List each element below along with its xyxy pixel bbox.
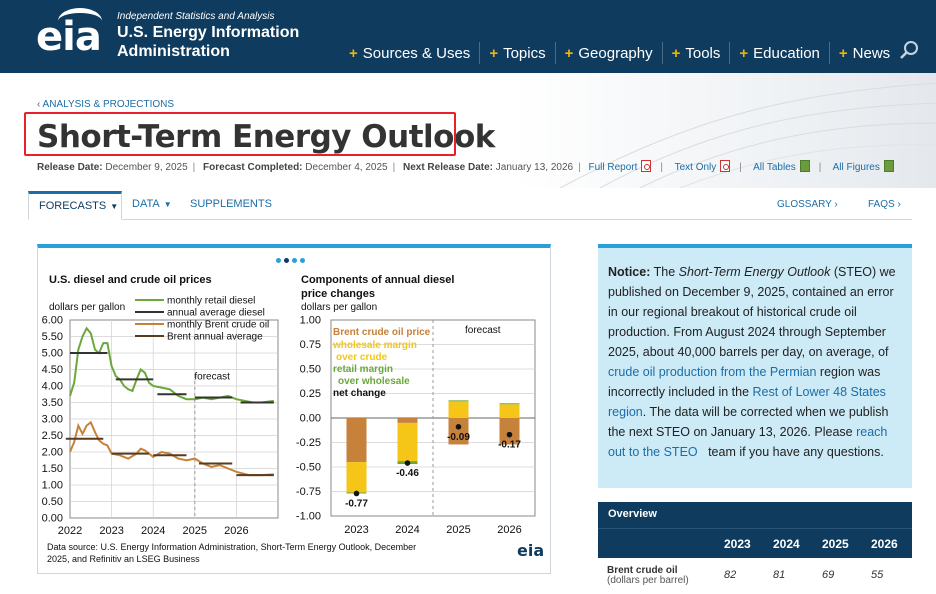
full-report-link[interactable]: Full Report [588, 160, 652, 173]
page-title: Short-Term Energy Outlook [37, 119, 495, 155]
all-tables-link[interactable]: All Tables [753, 160, 810, 173]
carousel-dot[interactable] [300, 258, 305, 263]
section-tabs: FORECASTS ▼ DATA ▼ SUPPLEMENTS [28, 191, 912, 220]
nav-news[interactable]: + News [828, 42, 899, 64]
chart-source: Data source: U.S. Energy Information Adm… [47, 541, 492, 565]
year-header: 2025 [822, 537, 849, 551]
contact-steo-link[interactable]: reach out to the STEO [608, 425, 888, 459]
faqs-link[interactable]: FAQS › [868, 199, 901, 210]
release-date-label: Release Date: [37, 162, 103, 173]
overview-title: Overview [598, 502, 912, 528]
nav-geography[interactable]: + Geography [554, 42, 662, 64]
carousel-dots[interactable] [276, 256, 308, 265]
year-header: 2023 [724, 537, 751, 551]
nav-sources-uses[interactable]: + Sources & Uses [349, 44, 471, 62]
caret-down-icon: ▼ [110, 202, 119, 211]
nav-topics[interactable]: + Topics [479, 42, 554, 64]
chart1-title: U.S. diesel and crude oil prices [49, 274, 212, 286]
org-name[interactable]: U.S. Energy Information Administration [117, 23, 327, 61]
carousel-dot-active[interactable] [284, 258, 289, 263]
next-release-label: Next Release Date: [402, 162, 494, 173]
org-name-line1: U.S. Energy Information [117, 24, 300, 41]
highlight-box [24, 112, 456, 156]
chart-source-line2: 2025, and Refinitiv an LSEG Business [47, 554, 200, 564]
notice-text-5: team if you have any questions. [708, 445, 884, 459]
chart-source-line1: Data source: U.S. Energy Information Adm… [47, 542, 417, 552]
table-row: Brent crude oil (dollars per barrel) 82 … [598, 558, 912, 594]
chart2-title-line2: price changes [301, 288, 375, 300]
cell-value: 55 [871, 569, 884, 581]
site-header: eia Independent Statistics and Analysis … [0, 0, 936, 73]
spreadsheet-icon [883, 160, 894, 172]
overview-table: Overview 2023 2024 2025 2026 Brent crude… [598, 502, 912, 594]
spreadsheet-icon [799, 160, 810, 172]
forecast-completed-date: December 4, 2025 [305, 162, 388, 173]
plus-icon: + [838, 44, 848, 62]
notice-text-3: region was incorrectly included in the [608, 365, 881, 399]
search-icon[interactable] [899, 40, 919, 60]
notice-label: Notice: [608, 265, 651, 279]
release-info: Release Date: December 9, 2025 | Forecast… [37, 160, 894, 173]
caret-down-icon: ▼ [163, 200, 172, 209]
pdf-icon [641, 160, 652, 172]
permian-link[interactable]: crude oil production from the Permian [608, 365, 817, 379]
chart-panel [37, 244, 551, 574]
tab-supplements[interactable]: SUPPLEMENTS [190, 198, 272, 210]
tab-forecasts[interactable]: FORECASTS ▼ [28, 191, 122, 220]
org-name-line2: Administration [117, 43, 230, 60]
notice-text-2: (STEO) we published on December 9, 2025,… [608, 265, 896, 359]
eia-logo[interactable]: eia [36, 14, 102, 60]
chart2-title-line1: Components of annual diesel [301, 274, 455, 286]
forecast-completed-label: Forecast Completed: [203, 162, 303, 173]
carousel-dot[interactable] [276, 258, 281, 263]
carousel-dot[interactable] [292, 258, 297, 263]
notice-box: Notice: The Short-Term Energy Outlook (S… [598, 244, 912, 488]
cell-value: 81 [773, 569, 786, 581]
release-date: December 9, 2025 [105, 162, 188, 173]
overview-header-row: 2023 2024 2025 2026 [598, 528, 912, 558]
page-banner [0, 73, 936, 188]
chart-eia-logo: eia [517, 541, 545, 560]
row-sub-label: (dollars per barrel) [607, 575, 689, 586]
text-only-link[interactable]: Text Only [675, 160, 731, 173]
pdf-icon [720, 160, 731, 172]
notice-steo-title: Short-Term Energy Outlook [678, 265, 831, 279]
rest-of-lower-48-link[interactable]: Rest of Lower 48 States region [608, 385, 886, 419]
breadcrumb[interactable]: ‹ ANALYSIS & PROJECTIONS [37, 99, 175, 110]
chart2-ylabel: dollars per gallon [301, 302, 378, 313]
plus-icon: + [489, 44, 499, 62]
main-nav: + Sources & Uses + Topics + Geography + Tool… [340, 42, 899, 64]
tab-data[interactable]: DATA ▼ [132, 198, 172, 210]
glossary-link[interactable]: GLOSSARY › [777, 199, 838, 210]
notice-text-4: . The data will be corrected when we pub… [608, 405, 889, 439]
tagline: Independent Statistics and Analysis [117, 11, 275, 22]
nav-education[interactable]: + Education [729, 42, 828, 64]
nav-tools[interactable]: + Tools [661, 42, 730, 64]
plus-icon: + [739, 44, 749, 62]
year-header: 2024 [773, 537, 800, 551]
plus-icon: + [564, 44, 574, 62]
cell-value: 69 [822, 569, 835, 581]
all-figures-link[interactable]: All Figures [833, 160, 894, 173]
plus-icon: + [671, 44, 681, 62]
plus-icon: + [349, 44, 358, 62]
logo-arc-icon [58, 8, 102, 34]
cell-value: 82 [724, 569, 737, 581]
notice-text-1: The [653, 265, 676, 279]
year-header: 2026 [871, 537, 898, 551]
next-release-date: January 13, 2026 [495, 162, 574, 173]
chart1-ylabel: dollars per gallon [49, 302, 126, 313]
row-label: Brent crude oil [607, 565, 678, 576]
